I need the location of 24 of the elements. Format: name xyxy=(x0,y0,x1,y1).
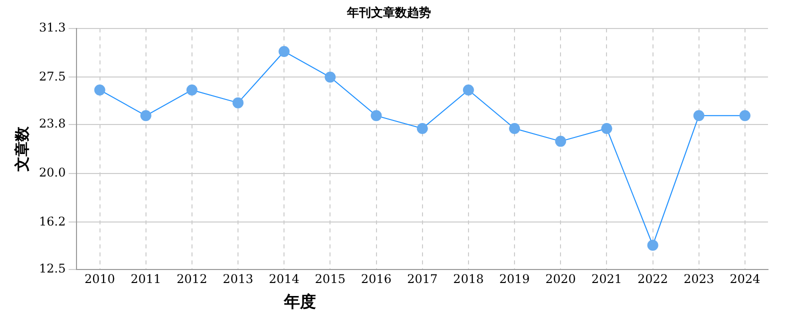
x-tick-label: 2018 xyxy=(453,272,484,286)
x-tick-label: 2021 xyxy=(591,272,622,286)
y-tick-label: 20.0 xyxy=(39,166,66,180)
x-tick-label: 2017 xyxy=(407,272,438,286)
x-tick-label: 2010 xyxy=(84,272,116,286)
y-tick-label: 31.3 xyxy=(39,20,66,35)
x-tick-label: 2015 xyxy=(314,272,346,286)
x-axis-title: 年度 xyxy=(282,292,317,313)
x-tick-label: 2023 xyxy=(684,272,714,286)
x-tick-label: 2011 xyxy=(130,272,162,286)
x-tick-label: 2019 xyxy=(499,272,530,286)
x-tick-label: 2022 xyxy=(638,272,668,286)
x-tick-label: 2024 xyxy=(730,272,761,286)
x-tick-label: 2013 xyxy=(222,272,254,286)
y-tick-label: 23.8 xyxy=(39,116,66,131)
y-tick-label: 12.5 xyxy=(39,262,66,276)
x-tick-label: 2014 xyxy=(268,272,300,286)
x-tick-label: 2020 xyxy=(545,272,576,286)
chart-title: 年刊文章数趋势 xyxy=(346,5,431,20)
y-tick-label: 16.2 xyxy=(39,214,66,228)
x-tick-label: 2012 xyxy=(176,272,208,286)
y-tick-label: 27.5 xyxy=(39,69,66,84)
x-tick-label: 2016 xyxy=(361,272,392,286)
y-axis-title: 文章数 xyxy=(12,126,31,172)
